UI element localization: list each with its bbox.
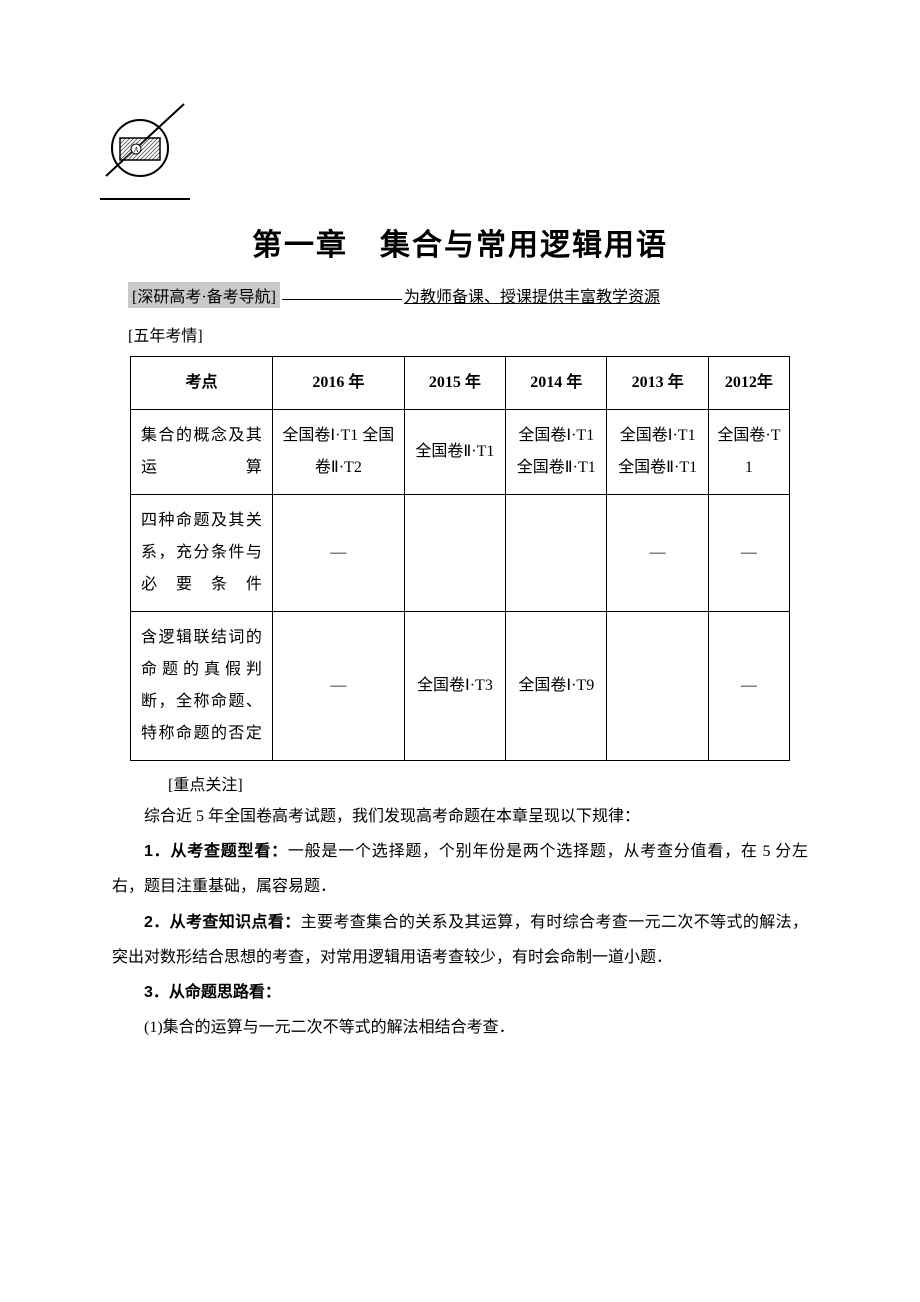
guide-nav-left: [深研高考·备考导航] (128, 282, 280, 308)
svg-text:A: A (133, 146, 139, 154)
table-row: 四种命题及其关系，充分条件与必要条件 — — — (131, 495, 790, 612)
document-page: A 第一章 集合与常用逻辑用语 [深研高考·备考导航] 为教师备课、授课提供丰富… (0, 0, 920, 1105)
point-paragraph: 1．从考查题型看：一般是一个选择题，个别年份是两个选择题，从考查分值看，在 5 … (112, 834, 808, 904)
th-2016: 2016 年 (272, 357, 404, 410)
point-head: 1．从考查题型看： (144, 843, 288, 860)
cell: 全国卷Ⅰ·T1 全国卷Ⅱ·T1 (607, 410, 708, 495)
cell: 全国卷Ⅱ·T1 (404, 410, 505, 495)
exam-history-table: 考点 2016 年 2015 年 2014 年 2013 年 2012年 集合的… (130, 356, 790, 761)
cell (607, 612, 708, 761)
th-2014: 2014 年 (506, 357, 607, 410)
cell-topic: 四种命题及其关系，充分条件与必要条件 (131, 495, 273, 612)
point-head: 3．从命题思路看： (144, 984, 281, 1001)
cell: — (272, 612, 404, 761)
section-examinfo-label: [五年考情] (128, 322, 820, 346)
point-paragraph: 2．从考查知识点看：主要考查集合的关系及其运算，有时综合考查一元二次不等式的解法… (112, 905, 808, 975)
cell: — (607, 495, 708, 612)
table-header-row: 考点 2016 年 2015 年 2014 年 2013 年 2012年 (131, 357, 790, 410)
cell: — (708, 495, 789, 612)
th-2013: 2013 年 (607, 357, 708, 410)
cell: 全国卷Ⅰ·T3 (404, 612, 505, 761)
cell (404, 495, 505, 612)
table-head: 考点 2016 年 2015 年 2014 年 2013 年 2012年 (131, 357, 790, 410)
guide-nav-row: [深研高考·备考导航] 为教师备课、授课提供丰富教学资源 (100, 282, 820, 308)
th-topic: 考点 (131, 357, 273, 410)
cell: 全国卷Ⅰ·T1 全国卷Ⅱ·T1 (506, 410, 607, 495)
chapter-logo-svg: A (100, 100, 190, 182)
chapter-title: 第一章 集合与常用逻辑用语 (100, 220, 820, 264)
guide-nav-fill (282, 299, 402, 300)
th-2015: 2015 年 (404, 357, 505, 410)
chapter-logo: A (100, 100, 190, 200)
cell: 全国卷·T1 (708, 410, 789, 495)
cell: 全国卷Ⅰ·T9 (506, 612, 607, 761)
cell-topic: 集合的概念及其运算 (131, 410, 273, 495)
point-paragraph: 3．从命题思路看： (112, 975, 808, 1010)
point-head: 2．从考查知识点看： (144, 914, 301, 931)
th-2012: 2012年 (708, 357, 789, 410)
focus-label: [重点关注] (168, 771, 808, 795)
focus-block: [重点关注] 综合近 5 年全国卷高考试题，我们发现高考命题在本章呈现以下规律：… (112, 771, 808, 1045)
intro-paragraph: 综合近 5 年全国卷高考试题，我们发现高考命题在本章呈现以下规律： (112, 799, 808, 834)
guide-nav-right: 为教师备课、授课提供丰富教学资源 (404, 283, 660, 307)
table-body: 集合的概念及其运算 全国卷Ⅰ·T1 全国卷Ⅱ·T2 全国卷Ⅱ·T1 全国卷Ⅰ·T… (131, 410, 790, 761)
cell: 全国卷Ⅰ·T1 全国卷Ⅱ·T2 (272, 410, 404, 495)
cell: — (272, 495, 404, 612)
cell (506, 495, 607, 612)
table-row: 含逻辑联结词的命题的真假判断，全称命题、特称命题的否定 — 全国卷Ⅰ·T3 全国… (131, 612, 790, 761)
table-row: 集合的概念及其运算 全国卷Ⅰ·T1 全国卷Ⅱ·T2 全国卷Ⅱ·T1 全国卷Ⅰ·T… (131, 410, 790, 495)
cell: — (708, 612, 789, 761)
subpoint-paragraph: (1)集合的运算与一元二次不等式的解法相结合考查． (112, 1010, 808, 1045)
cell-topic: 含逻辑联结词的命题的真假判断，全称命题、特称命题的否定 (131, 612, 273, 761)
